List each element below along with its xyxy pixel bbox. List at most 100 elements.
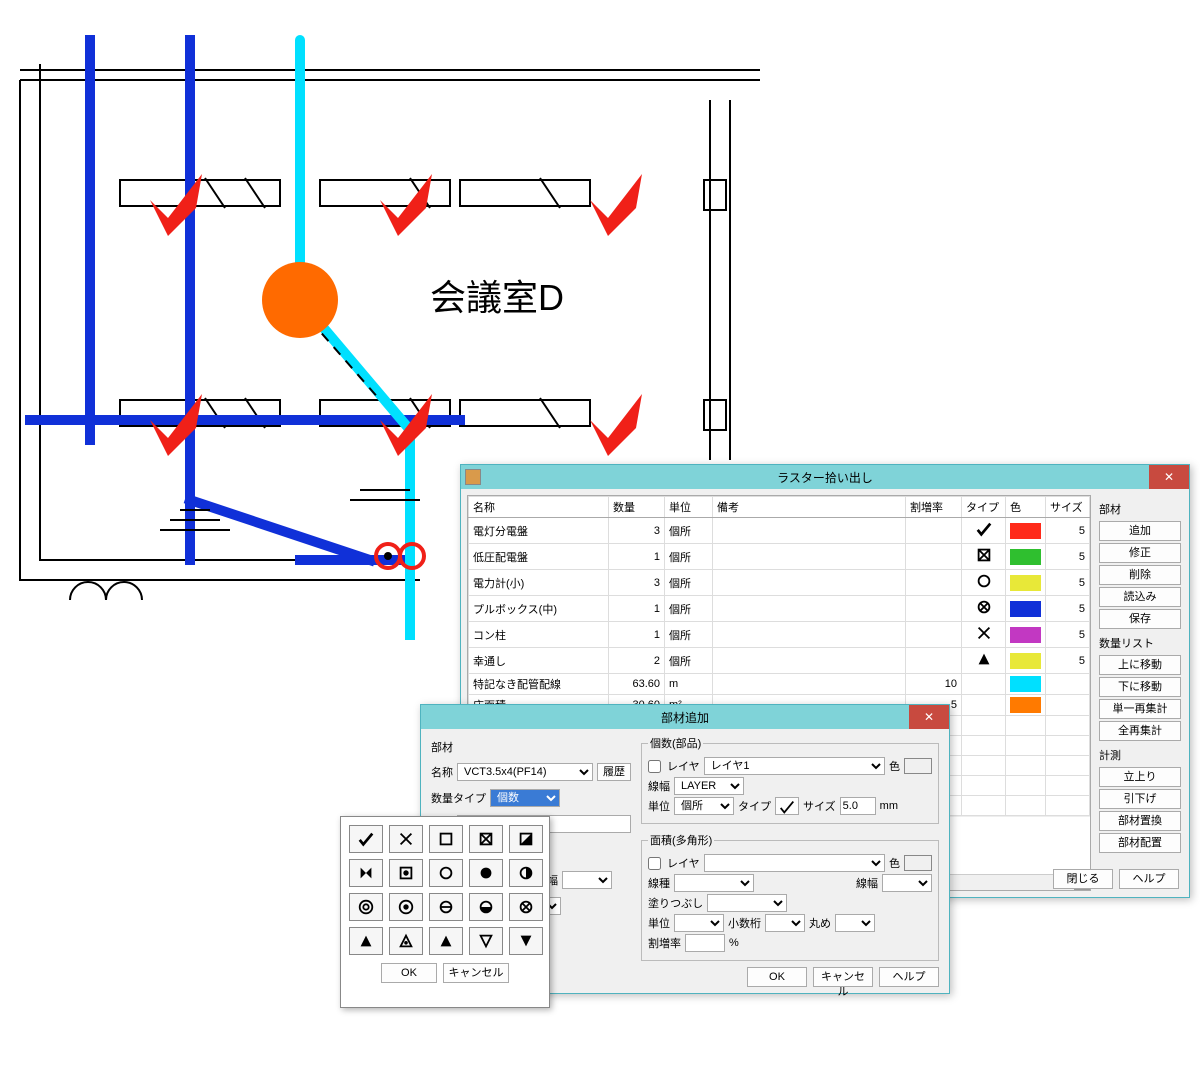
qtytype-select[interactable]: 個数 (490, 789, 560, 807)
color2-swatch[interactable] (904, 758, 932, 774)
symbol-boxx[interactable] (469, 825, 503, 853)
fill-select[interactable] (707, 894, 787, 912)
symbol-boxdot[interactable] (389, 859, 423, 887)
riser-button[interactable]: 立上り (1099, 767, 1181, 787)
symbol-disc[interactable] (469, 859, 503, 887)
window-icon (465, 469, 481, 485)
layer-select[interactable]: レイヤ1 (704, 757, 885, 775)
close-button[interactable]: 閉じる (1053, 869, 1113, 889)
symbol-palette: OK キャンセル (340, 816, 550, 1008)
symbol-halfl[interactable] (429, 893, 463, 921)
table-row[interactable]: 電力計(小)3個所5 (469, 570, 1090, 596)
cancel-button[interactable]: キャンセル (813, 967, 873, 987)
col-rate[interactable]: 割増率 (906, 497, 962, 518)
load-button[interactable]: 読込み (1099, 587, 1181, 607)
size2-label: サイズ (803, 798, 836, 814)
delete-button[interactable]: 削除 (1099, 565, 1181, 585)
table-row[interactable]: 特記なき配管配線63.60m10 (469, 674, 1090, 695)
symbol-tri[interactable] (349, 927, 383, 955)
unit2-label: 単位 (648, 915, 670, 931)
ok-button[interactable]: OK (747, 967, 807, 987)
replace-button[interactable]: 部材置換 (1099, 811, 1181, 831)
palette-ok-button[interactable]: OK (381, 963, 437, 983)
symbol-x[interactable] (389, 825, 423, 853)
addmat-title-bar[interactable]: 部材追加 ✕ (421, 705, 949, 729)
linetype-select[interactable] (674, 874, 754, 892)
area-layer-checkbox[interactable] (648, 857, 661, 870)
history-button[interactable]: 履歴 (597, 763, 631, 781)
add-button[interactable]: 追加 (1099, 521, 1181, 541)
round2-select[interactable] (835, 914, 875, 932)
area-color-label: 色 (889, 855, 900, 871)
area-layer-select[interactable] (704, 854, 885, 872)
symbol-tridf[interactable] (509, 927, 543, 955)
room-label: 会議室D (430, 277, 564, 318)
symbol-circle[interactable] (429, 859, 463, 887)
list-group-label: 数量リスト (1099, 635, 1181, 651)
move-up-button[interactable]: 上に移動 (1099, 655, 1181, 675)
fill-label: 塗りつぶし (648, 895, 703, 911)
symbol-halfbox[interactable] (509, 825, 543, 853)
place-button[interactable]: 部材配置 (1099, 833, 1181, 853)
type-symbol-button[interactable] (775, 797, 799, 815)
symbol-halfb[interactable] (469, 893, 503, 921)
table-row[interactable]: 低圧配電盤1個所5 (469, 544, 1090, 570)
recalc-one-button[interactable]: 単一再集計 (1099, 699, 1181, 719)
help2-button[interactable]: ヘルプ (879, 967, 939, 987)
col-qty[interactable]: 数量 (609, 497, 665, 518)
help-button[interactable]: ヘルプ (1119, 869, 1179, 889)
table-row[interactable]: プルボックス(中)1個所5 (469, 596, 1090, 622)
size-input[interactable] (840, 797, 876, 815)
drop-button[interactable]: 引下げ (1099, 789, 1181, 809)
unit-select[interactable]: 個所 (674, 797, 734, 815)
col-name[interactable]: 名称 (469, 497, 609, 518)
symbol-halfcirc[interactable] (509, 859, 543, 887)
unit2-select[interactable] (674, 914, 724, 932)
linew2-label: 線幅 (648, 778, 670, 794)
layer-checkbox[interactable] (648, 760, 661, 773)
symbol-bowtie[interactable] (349, 859, 383, 887)
fix-button[interactable]: 修正 (1099, 543, 1181, 563)
col-note[interactable]: 備考 (713, 497, 906, 518)
color2-label: 色 (889, 758, 900, 774)
area-color-swatch[interactable] (904, 855, 932, 871)
recalc-all-button[interactable]: 全再集計 (1099, 721, 1181, 741)
col-type[interactable]: タイプ (962, 497, 1006, 518)
round2-label: 丸め (809, 915, 831, 931)
palette-cancel-button[interactable]: キャンセル (443, 963, 509, 983)
buzai-group-label: 部材 (1099, 501, 1181, 517)
close-icon[interactable]: ✕ (909, 705, 949, 729)
symbol-trid[interactable] (469, 927, 503, 955)
col-size[interactable]: サイズ (1046, 497, 1090, 518)
table-row[interactable]: 電灯分電盤3個所5 (469, 518, 1090, 544)
name-select[interactable]: VCT3.5x4(PF14) (457, 763, 593, 781)
raster-title: ラスター拾い出し (777, 469, 873, 486)
decimal-label: 小数桁 (728, 915, 761, 931)
col-color[interactable]: 色 (1006, 497, 1046, 518)
side-panel: 部材 追加 修正 削除 読込み 保存 数量リスト 上に移動 下に移動 単一再集計… (1097, 495, 1183, 891)
symbol-trifill[interactable] (429, 927, 463, 955)
symbol-circlex[interactable] (509, 893, 543, 921)
area-linew-select[interactable] (882, 874, 932, 892)
decimal-select[interactable] (765, 914, 805, 932)
symbol-check[interactable] (349, 825, 383, 853)
raster-title-bar[interactable]: ラスター拾い出し ✕ (461, 465, 1189, 489)
symbol-box[interactable] (429, 825, 463, 853)
table-row[interactable]: 幸通し2個所5 (469, 648, 1090, 674)
move-down-button[interactable]: 下に移動 (1099, 677, 1181, 697)
table-row[interactable]: コン柱1個所5 (469, 622, 1090, 648)
rate-label: 割増率 (648, 935, 681, 951)
type-label: タイプ (738, 798, 771, 814)
symbol-ring[interactable] (349, 893, 383, 921)
close-icon[interactable]: ✕ (1149, 465, 1189, 489)
linew-select[interactable] (562, 871, 612, 889)
linew2-select[interactable]: LAYER (674, 777, 744, 795)
col-unit[interactable]: 単位 (665, 497, 713, 518)
layer-label: レイヤ (667, 758, 700, 774)
buzai-section-label: 部材 (431, 739, 631, 755)
symbol-target[interactable] (389, 893, 423, 921)
symbol-tridot[interactable] (389, 927, 423, 955)
unit-label: 単位 (648, 798, 670, 814)
rate-input[interactable] (685, 934, 725, 952)
save-button[interactable]: 保存 (1099, 609, 1181, 629)
